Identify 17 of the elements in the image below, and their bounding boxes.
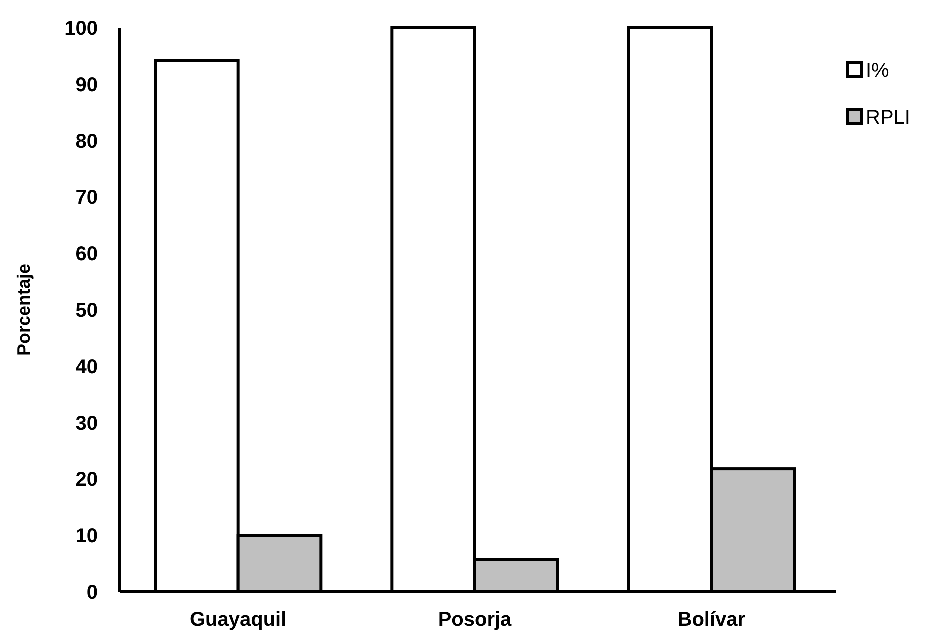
x-tick-label: Posorja	[438, 609, 513, 631]
y-tick-label: 90	[76, 74, 98, 96]
y-axis-title: Porcentaje	[14, 264, 34, 356]
x-tick-label: Guayaquil	[190, 609, 287, 631]
y-tick-label: 50	[76, 300, 98, 322]
y-tick-label: 30	[76, 412, 98, 435]
y-tick-label: 20	[76, 469, 98, 492]
y-tick-label: 0	[86, 582, 98, 604]
y-tick-label: 40	[76, 356, 98, 378]
y-tick-label: 60	[76, 244, 98, 266]
y-tick-label: 100	[64, 18, 98, 40]
legend-label: RPLI	[866, 107, 910, 129]
y-tick-label: 80	[76, 130, 98, 153]
y-tick-label: 70	[76, 187, 98, 210]
legend-label: I%	[866, 60, 890, 82]
x-tick-label: Bolívar	[678, 609, 746, 631]
y-tick-label: 10	[76, 526, 98, 548]
